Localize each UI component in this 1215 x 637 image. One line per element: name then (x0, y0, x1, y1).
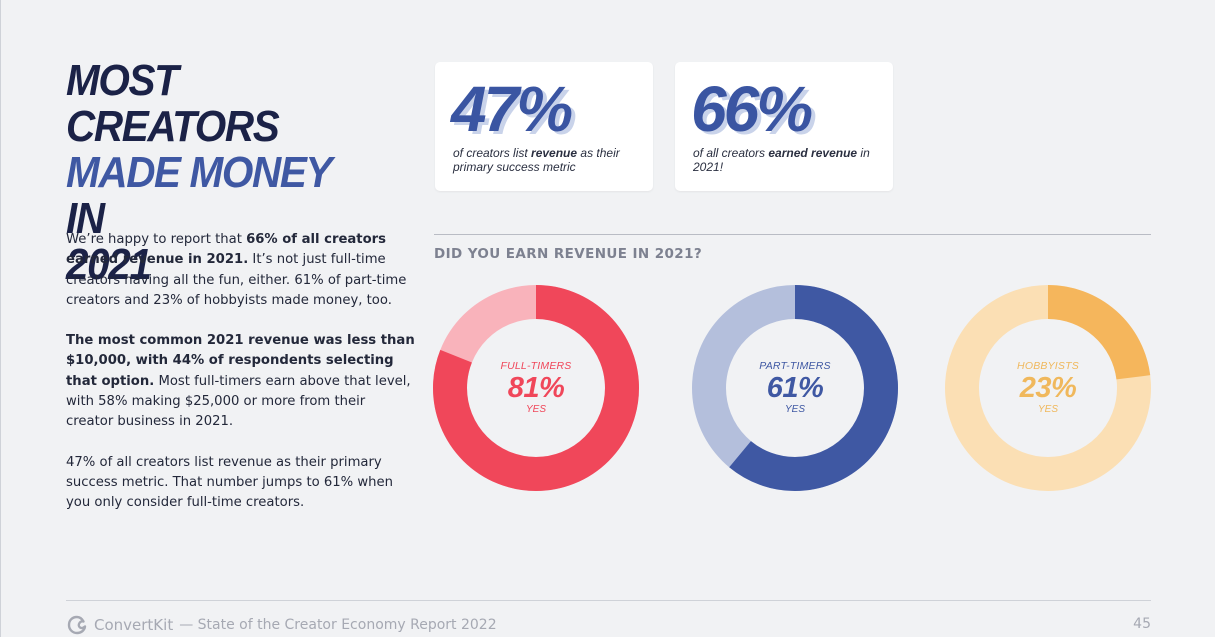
stat-card-success-metric: 47% of creators list revenue as their pr… (435, 62, 653, 191)
footer-divider (66, 600, 1151, 601)
title-line-2-rest: IN (66, 194, 105, 243)
p1-text-rest: It’s not just full-time creators having … (66, 252, 407, 308)
paragraph-3: 47% of all creators list revenue as thei… (66, 454, 393, 511)
stat-value: 47% (451, 73, 573, 145)
donut-full-timers: FULL-TIMERS 81% YES (433, 285, 639, 491)
donut-svg (692, 285, 898, 491)
donut-answer: YES (525, 404, 546, 415)
donut-value-label: 81% (507, 372, 565, 404)
page-number: 45 (1133, 616, 1151, 632)
stat-text-post: as their primary success metric (453, 146, 620, 174)
donut-value-label: 23% (1019, 372, 1077, 404)
p1-text: We’re happy to report that (66, 232, 247, 247)
donut-hobbyists: HOBBYISTS 23% YES (945, 285, 1151, 491)
donut-center-label: HOBBYISTS 23% YES (945, 285, 1151, 491)
stat-text-pre: of creators list (453, 146, 532, 160)
chart-question: DID YOU EARN REVENUE IN 2021? (434, 246, 703, 262)
p2-text: Most full-timers earn above that level, … (66, 373, 411, 430)
title-line-2-accent: MADE MONEY (66, 148, 332, 197)
donut-part-timers: PART-TIMERS 61% YES (692, 285, 898, 491)
donut-slice-yes (433, 285, 639, 491)
donut-center-label: PART-TIMERS 61% YES (692, 285, 898, 491)
donut-slice-yes (945, 285, 1151, 491)
body-copy: We’re happy to report that 66% of all cr… (66, 230, 416, 534)
donut-slice-yes (692, 285, 898, 491)
donut-svg (433, 285, 639, 491)
title-line-1: MOST CREATORS (66, 56, 280, 151)
section-divider (434, 234, 1151, 235)
donut-answer: YES (1037, 404, 1058, 415)
footer-subtitle: — State of the Creator Economy Report 20… (179, 617, 497, 633)
stat-description: of all creators earned revenue in 2021! (693, 146, 883, 174)
footer-brand: ConvertKit (94, 616, 174, 634)
donut-center-label: FULL-TIMERS 81% YES (433, 285, 639, 491)
stat-value: 66% (691, 73, 813, 145)
convertkit-logo-icon (67, 615, 87, 635)
stat-text-pre: of all creators (693, 146, 769, 160)
donut-answer: YES (784, 404, 805, 415)
paragraph-2: The most common 2021 revenue was less th… (66, 331, 416, 432)
stat-text-bold: revenue (531, 146, 578, 160)
donut-svg (945, 285, 1151, 491)
donut-series-name: FULL-TIMERS (500, 360, 572, 372)
stat-text-bold: earned revenue (768, 146, 858, 160)
stat-text-post: in 2021! (693, 146, 870, 174)
page-edge-rule (0, 0, 1, 637)
stat-card-earned-revenue: 66% of all creators earned revenue in 20… (675, 62, 893, 191)
donut-value-label: 61% (766, 372, 824, 404)
paragraph-1: We’re happy to report that 66% of all cr… (66, 230, 416, 311)
page-title: MOST CREATORS MADE MONEY IN 2021 (66, 58, 370, 288)
title-line-3: 2021 (66, 240, 152, 289)
p1-bold: 66% of all creators earned revenue in 20… (66, 232, 387, 268)
footer: ConvertKit — State of the Creator Econom… (66, 614, 497, 636)
p2-bold: The most common 2021 revenue was less th… (66, 333, 415, 389)
donut-series-name: HOBBYISTS (1017, 360, 1079, 372)
donut-series-name: PART-TIMERS (759, 360, 831, 372)
stat-description: of creators list revenue as their primar… (453, 146, 643, 174)
